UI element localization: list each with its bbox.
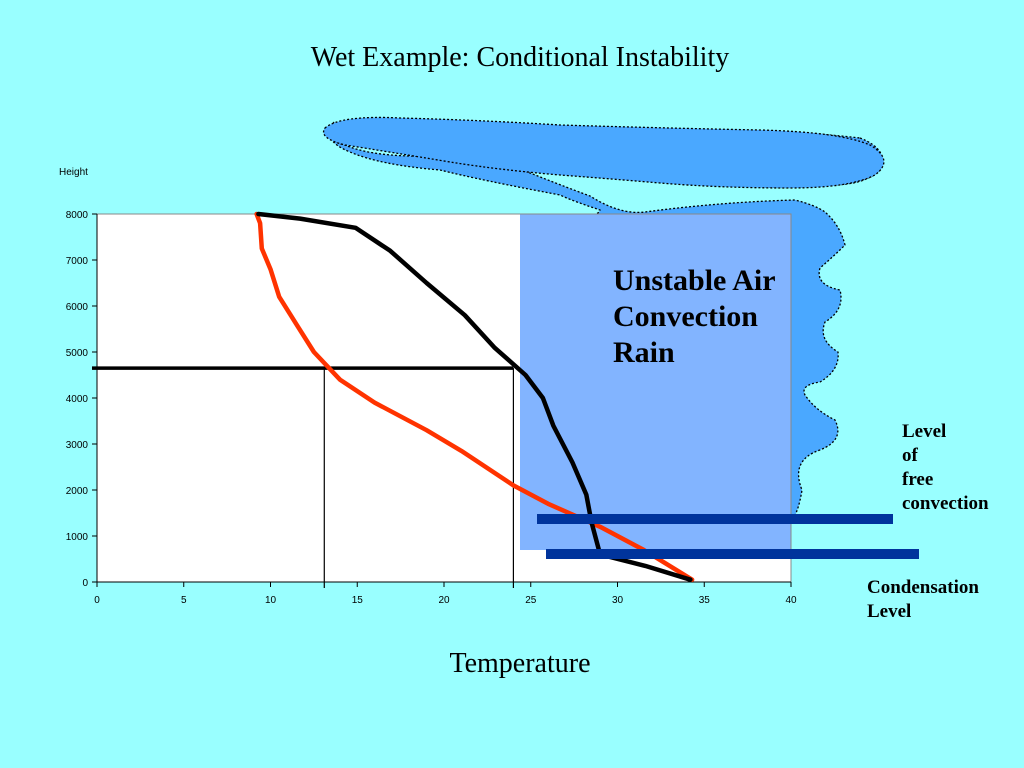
y-tick-label: 6000 [66,302,89,313]
x-tick-label: 20 [438,595,450,606]
y-tick-label: 2000 [66,486,89,497]
cloud-text-line: Convection [613,300,758,333]
cloud-text-line: Rain [613,336,675,369]
y-tick-label: 7000 [66,256,89,267]
y-tick-label: 8000 [66,210,89,221]
x-axis-title: Temperature [449,648,591,679]
lfc-label-line: of [902,445,918,466]
cloud-outer-top [322,116,885,189]
y-tick-label: 3000 [66,440,89,451]
lfc-label-line: Level [902,421,947,442]
x-tick-label: 40 [785,595,797,606]
x-tick-label: 10 [265,595,277,606]
x-tick-label: 30 [612,595,624,606]
x-tick-label: 35 [699,595,711,606]
x-tick-label: 5 [181,595,187,606]
y-tick-label: 5000 [66,348,89,359]
condensation-label-line: Condensation [867,577,979,598]
condensation-label-line: Level [867,601,912,622]
condensation-label: Condensation Level [867,576,979,624]
y-tick-label: 1000 [66,532,89,543]
lfc-bar [537,514,893,524]
plot-inner-cloud-overlay [520,214,791,550]
x-tick-label: 0 [94,595,100,606]
lfc-label-line: free [902,469,934,490]
condensation-bar [546,549,919,559]
y-tick-label: 4000 [66,394,89,405]
cloud-annotation: Unstable Air Convection Rain [613,263,776,371]
series-black-line [256,211,693,582]
y-axis-label: Height [59,167,88,178]
y-tick-label: 0 [82,578,88,589]
lfc-label: Level of free convection [902,420,989,516]
x-tick-label: 25 [525,595,537,606]
x-tick-label: 15 [352,595,364,606]
slide-title: Wet Example: Conditional Instability [310,42,730,73]
lfc-label-line: convection [902,493,989,514]
cloud-text-line: Unstable Air [613,264,776,297]
